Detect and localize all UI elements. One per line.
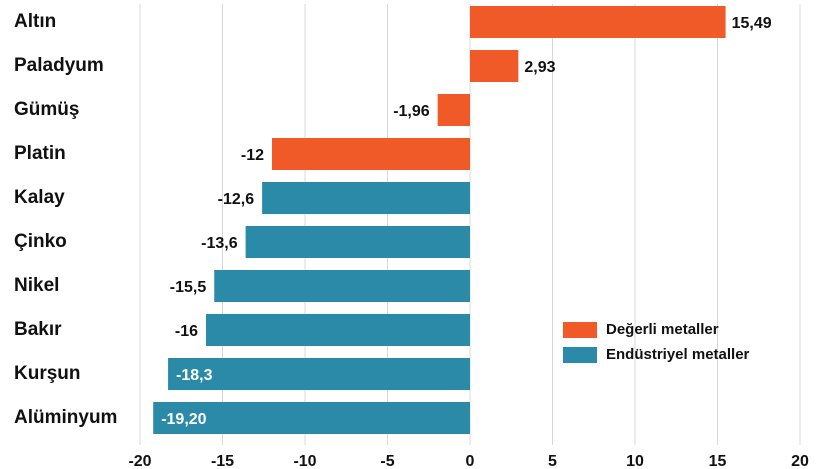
- bar: [153, 402, 470, 434]
- y-tick-label: Alüminyum: [14, 407, 117, 428]
- bar: [168, 358, 471, 390]
- bar: [470, 50, 519, 82]
- x-tick-label: -20: [128, 453, 151, 469]
- y-tick-label: Çinko: [14, 231, 67, 252]
- value-label: 2,93: [524, 59, 555, 76]
- x-tick-label: 10: [626, 453, 644, 469]
- y-tick-label: Kurşun: [14, 363, 81, 384]
- y-tick-label: Paladyum: [14, 55, 104, 76]
- bar: [437, 94, 470, 126]
- bar: [470, 6, 726, 38]
- y-tick-label: Bakır: [14, 319, 62, 340]
- x-tick-label: 0: [466, 453, 475, 469]
- x-tick-label: 20: [791, 453, 809, 469]
- x-tick-label: -5: [380, 453, 394, 469]
- bar: [245, 226, 470, 258]
- value-label: -1,96: [393, 103, 430, 120]
- value-label: -19,20: [161, 411, 206, 428]
- value-label: -12: [241, 147, 264, 164]
- legend-label: Değerli metaller: [606, 321, 719, 338]
- y-tick-label: Altın: [14, 11, 56, 32]
- value-label: -18,3: [176, 367, 213, 384]
- x-tick-label: 15: [709, 453, 727, 469]
- y-tick-label: Platin: [14, 143, 66, 164]
- x-tick-label: 5: [548, 453, 557, 469]
- value-label: -16: [175, 323, 198, 340]
- legend-label: Endüstriyel metaller: [606, 346, 750, 363]
- legend-swatch: [563, 322, 597, 338]
- bar: [214, 270, 470, 302]
- legend-swatch: [563, 347, 597, 363]
- y-tick-label: Nikel: [14, 275, 59, 296]
- value-label: -13,6: [201, 235, 238, 252]
- bar: [206, 314, 470, 346]
- bar: [272, 138, 470, 170]
- value-label: -15,5: [170, 279, 207, 296]
- x-tick-label: -10: [293, 453, 316, 469]
- value-label: 15,49: [732, 15, 772, 32]
- y-tick-label: Kalay: [14, 187, 65, 208]
- value-label: -12,6: [218, 191, 255, 208]
- bar: [262, 182, 470, 214]
- x-tick-label: -15: [211, 453, 234, 469]
- y-tick-label: Gümüş: [14, 99, 79, 120]
